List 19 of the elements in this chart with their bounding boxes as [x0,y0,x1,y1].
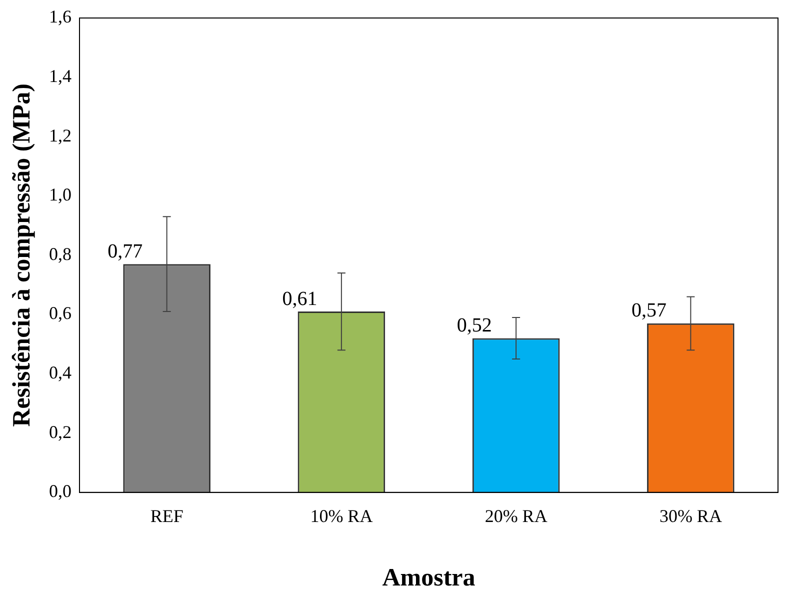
y-tick-label: 0,8 [49,244,72,264]
data-label: 0,57 [632,300,667,322]
y-tick-label: 1,6 [49,6,72,27]
y-tick-label: 0,4 [49,362,72,383]
x-tick-label: 10% RA [310,506,373,526]
y-tick-label: 1,0 [49,184,72,205]
data-label: 0,77 [108,240,143,262]
y-axis-title: Resistência à compressão (MPa) [8,84,36,427]
data-label: 0,61 [282,288,318,310]
x-axis-title: Amostra [382,564,476,592]
y-tick-label: 0,0 [49,481,72,502]
y-tick-label: 0,2 [49,422,72,442]
data-label: 0,52 [456,314,492,336]
x-tick-label: REF [150,506,184,526]
y-tick-label: 1,4 [49,66,72,86]
x-tick-label: 30% RA [659,506,722,526]
y-tick-label: 1,2 [49,125,72,146]
y-tick-label: 0,6 [49,303,72,324]
x-tick-label: 20% RA [484,506,548,526]
